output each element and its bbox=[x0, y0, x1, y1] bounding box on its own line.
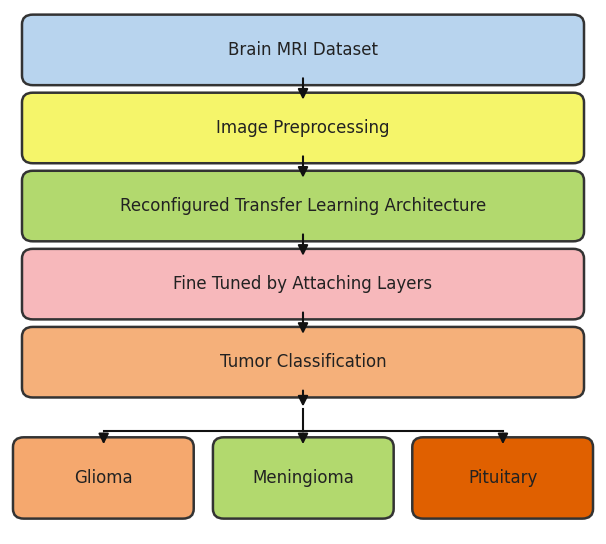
FancyBboxPatch shape bbox=[22, 249, 584, 319]
Text: Image Preprocessing: Image Preprocessing bbox=[216, 119, 390, 137]
Text: Reconfigured Transfer Learning Architecture: Reconfigured Transfer Learning Architect… bbox=[120, 197, 486, 215]
FancyBboxPatch shape bbox=[22, 92, 584, 163]
Text: Brain MRI Dataset: Brain MRI Dataset bbox=[228, 41, 378, 59]
FancyBboxPatch shape bbox=[22, 15, 584, 85]
FancyBboxPatch shape bbox=[22, 171, 584, 242]
Text: Pituitary: Pituitary bbox=[468, 469, 538, 487]
Text: Fine Tuned by Attaching Layers: Fine Tuned by Attaching Layers bbox=[173, 275, 433, 293]
FancyBboxPatch shape bbox=[412, 437, 593, 518]
FancyBboxPatch shape bbox=[22, 327, 584, 398]
FancyBboxPatch shape bbox=[13, 437, 194, 518]
Text: Glioma: Glioma bbox=[74, 469, 133, 487]
Text: Meningioma: Meningioma bbox=[252, 469, 355, 487]
FancyBboxPatch shape bbox=[213, 437, 394, 518]
Text: Tumor Classification: Tumor Classification bbox=[220, 353, 386, 371]
